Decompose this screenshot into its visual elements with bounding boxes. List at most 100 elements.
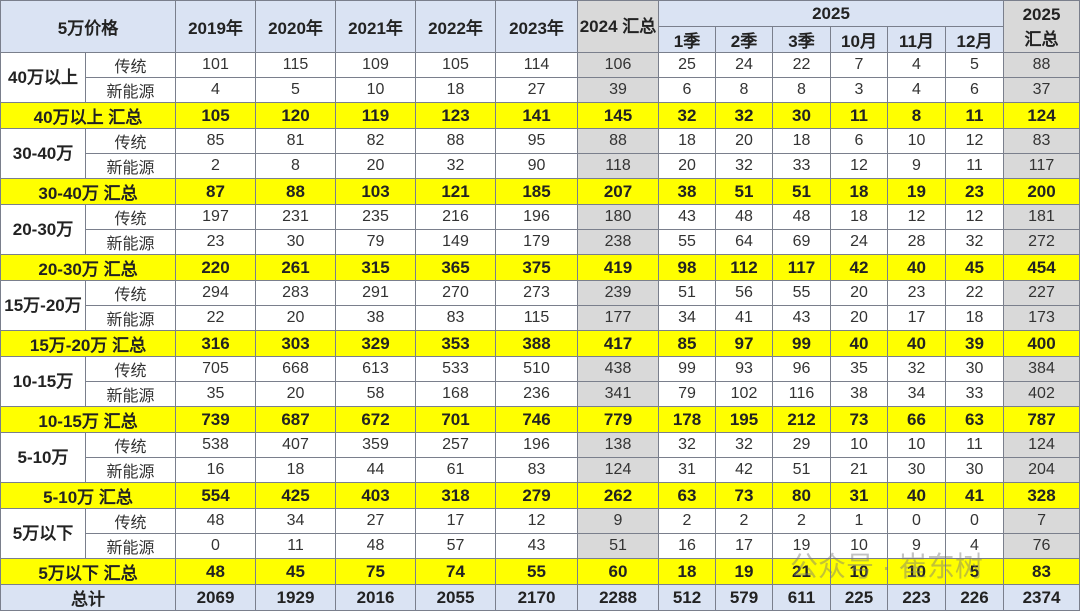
value-cell: 5	[255, 77, 336, 103]
price-band-label: 5万以下	[0, 508, 86, 559]
value-cell: 9	[887, 533, 946, 559]
value-cell: 93	[715, 356, 773, 382]
value-cell: 12	[944, 128, 1005, 154]
summary-value: 403	[335, 482, 416, 509]
summary-label: 30-40万 汇总	[0, 178, 176, 205]
value-cell: 510	[495, 356, 578, 382]
header-2025: 2025	[657, 0, 1005, 27]
powertrain-label: 传统	[85, 52, 176, 78]
value-cell: 2	[175, 153, 256, 179]
value-cell: 99	[658, 356, 716, 382]
summary-value: 779	[577, 406, 659, 433]
value-cell: 88	[415, 128, 496, 154]
powertrain-label: 传统	[85, 128, 176, 154]
summary-row: 5-10万 汇总 554 425 403 318 279 262 63 73 80 31 40 41 32…	[0, 482, 1080, 509]
summary-value: 353	[415, 330, 496, 357]
total-value: 2374	[1003, 584, 1080, 611]
summary-value: 261	[255, 254, 336, 281]
value-cell: 12	[944, 204, 1005, 230]
value-cell: 0	[944, 508, 1005, 534]
value-cell: 17	[715, 533, 773, 559]
value-cell: 4	[887, 77, 946, 103]
table-row: 新能源 4 5 10 18 27 39 6 8 8 3 4 6 37	[1, 77, 1080, 103]
summary-value: 123	[415, 102, 496, 129]
header-period: 2季	[715, 26, 773, 53]
powertrain-label: 传统	[85, 432, 176, 458]
value-cell: 32	[658, 432, 716, 458]
summary-value: 45	[255, 558, 336, 585]
value-cell: 138	[577, 432, 659, 458]
value-cell: 168	[415, 381, 496, 407]
value-cell: 7	[830, 52, 888, 78]
value-cell: 33	[772, 153, 831, 179]
value-cell: 197	[175, 204, 256, 230]
value-cell: 1	[830, 508, 888, 534]
value-cell: 30	[887, 457, 946, 483]
value-cell: 118	[577, 153, 659, 179]
value-cell: 109	[335, 52, 416, 78]
value-cell: 25	[658, 52, 716, 78]
header-period: 3季	[772, 26, 831, 53]
value-cell: 21	[830, 457, 888, 483]
value-cell: 105	[415, 52, 496, 78]
summary-value: 388	[495, 330, 578, 357]
value-cell: 705	[175, 356, 256, 382]
summary-value: 329	[335, 330, 416, 357]
table-row: 新能源 22 20 38 83 115 177 34 41 43 20 17 18 173	[1, 305, 1080, 331]
value-cell: 438	[577, 356, 659, 382]
value-cell: 533	[415, 356, 496, 382]
value-cell: 10	[830, 432, 888, 458]
value-cell: 0	[175, 533, 256, 559]
summary-value: 739	[175, 406, 256, 433]
summary-value: 687	[255, 406, 336, 433]
value-cell: 31	[658, 457, 716, 483]
powertrain-label: 传统	[85, 280, 176, 306]
summary-row: 15万-20万 汇总 316 303 329 353 388 417 85 97 99 40 40 39…	[0, 330, 1080, 357]
table-row: 15万-20万 传统 294 283 291 270 273 239 51 56 55 20 23 22 2…	[0, 280, 1080, 331]
value-cell: 83	[1003, 128, 1080, 154]
value-cell: 48	[772, 204, 831, 230]
value-cell: 48	[175, 508, 256, 534]
value-cell: 10	[335, 77, 416, 103]
powertrain-label: 新能源	[85, 229, 176, 255]
summary-value: 417	[577, 330, 659, 357]
total-value: 1929	[255, 584, 336, 611]
total-value: 579	[715, 584, 773, 611]
value-cell: 668	[255, 356, 336, 382]
value-cell: 55	[772, 280, 831, 306]
value-cell: 32	[715, 432, 773, 458]
summary-value: 8	[887, 102, 946, 129]
value-cell: 41	[715, 305, 773, 331]
summary-value: 375	[495, 254, 578, 281]
summary-value: 85	[658, 330, 716, 357]
summary-value: 40	[887, 482, 946, 509]
summary-value: 316	[175, 330, 256, 357]
summary-row: 40万以上 汇总 105 120 119 123 141 145 32 32 30 11 8 11 124	[0, 102, 1080, 129]
header-2025-total: 2025 汇总	[1003, 0, 1080, 53]
value-cell: 10	[887, 432, 946, 458]
total-value: 512	[658, 584, 716, 611]
value-cell: 11	[944, 432, 1005, 458]
value-cell: 20	[255, 305, 336, 331]
summary-value: 55	[495, 558, 578, 585]
total-value: 223	[887, 584, 946, 611]
value-cell: 51	[772, 457, 831, 483]
header-year: 2019年	[175, 0, 256, 53]
powertrain-label: 传统	[85, 356, 176, 382]
value-cell: 18	[255, 457, 336, 483]
value-cell: 2	[772, 508, 831, 534]
value-cell: 34	[255, 508, 336, 534]
value-cell: 56	[715, 280, 773, 306]
total-value: 2055	[415, 584, 496, 611]
total-value: 225	[830, 584, 888, 611]
value-cell: 17	[415, 508, 496, 534]
value-cell: 177	[577, 305, 659, 331]
total-value: 2288	[577, 584, 659, 611]
value-cell: 538	[175, 432, 256, 458]
header-year: 2023年	[495, 0, 578, 53]
summary-value: 262	[577, 482, 659, 509]
header-period: 10月	[830, 26, 888, 53]
value-cell: 11	[944, 153, 1005, 179]
value-cell: 359	[335, 432, 416, 458]
